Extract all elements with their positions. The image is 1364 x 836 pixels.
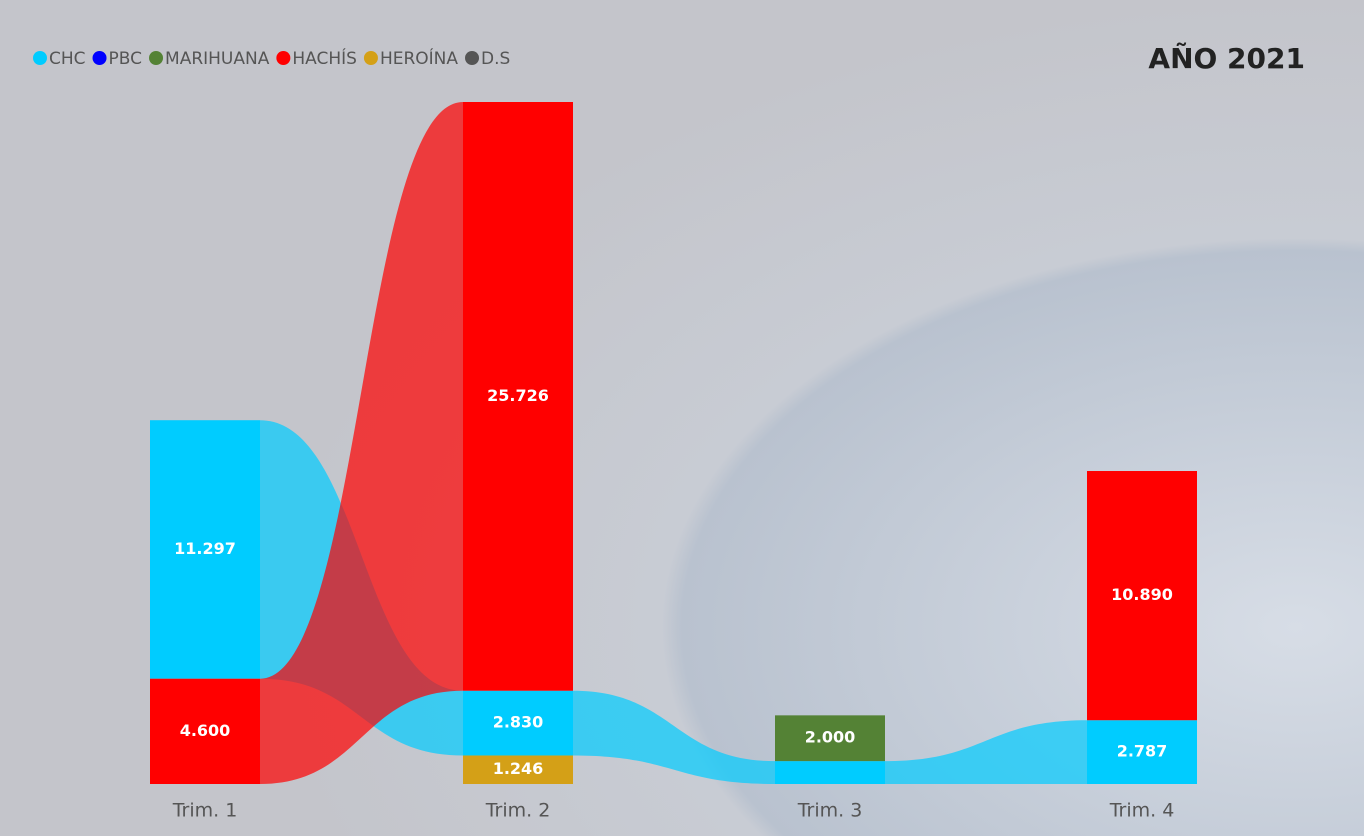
legend-label: D.S [481,49,510,69]
x-tick-label: Trim. 3 [797,800,863,822]
legend-marker [363,51,378,65]
x-tick-label: Trim. 1 [172,800,238,822]
bar [775,715,885,762]
legend-label: PBC [109,49,143,69]
data-label: 4.600 [180,721,231,740]
bar [775,761,885,784]
bar [463,755,573,784]
bar [463,690,573,756]
bar [1087,720,1197,784]
legend-marker [33,51,47,65]
ribbon [260,102,463,784]
legend: CHC PBC MARIHUANA HACHÍS HEROÍNA D.S [33,47,510,69]
legend-marker [92,51,107,65]
legend-label: MARIHUANA [165,49,270,69]
data-label: 25.726 [487,386,549,405]
legend-marker [465,51,480,65]
legend-label: HEROÍNA [380,47,458,69]
x-tick-label: Trim. 4 [1109,800,1175,822]
bar [1087,471,1197,721]
data-label: 2.830 [493,713,544,732]
data-label: 2.787 [1117,742,1168,761]
data-label: 1.246 [493,759,544,778]
legend-marker [149,51,164,65]
bar [150,678,260,784]
data-label: 11.297 [174,539,236,558]
ribbon [885,720,1087,784]
x-tick-label: Trim. 2 [485,800,551,822]
legend-label: CHC [49,49,86,69]
ribbon [573,690,775,784]
data-label: 10.890 [1111,585,1173,604]
bar [463,102,573,691]
legend-marker [276,51,291,65]
bar [150,420,260,679]
chart-title: AÑO 2021 [1148,41,1305,75]
legend-label: HACHÍS [292,47,357,69]
data-label: 2.000 [805,728,856,747]
